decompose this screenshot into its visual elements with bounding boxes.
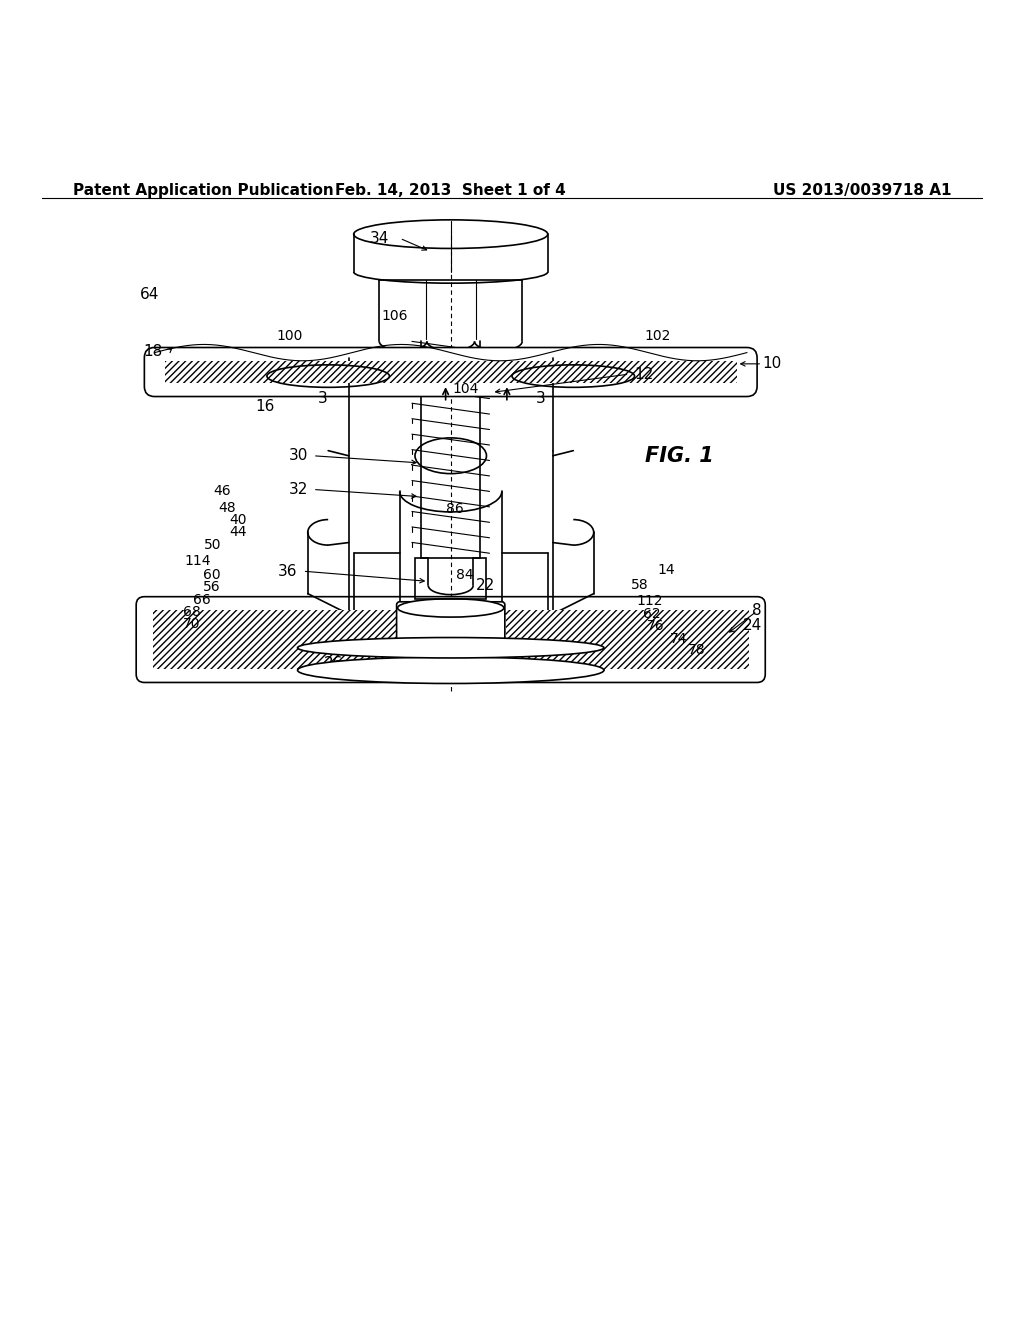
Text: 26: 26 xyxy=(325,656,343,671)
Text: 3: 3 xyxy=(536,391,546,407)
Text: 44: 44 xyxy=(229,525,247,540)
Text: 60: 60 xyxy=(204,568,221,582)
Text: 78: 78 xyxy=(688,643,706,657)
Bar xyxy=(415,558,486,599)
Ellipse shape xyxy=(298,638,604,657)
Text: 32: 32 xyxy=(289,482,308,496)
Text: 66: 66 xyxy=(193,593,211,607)
Text: 30: 30 xyxy=(289,449,308,463)
Text: 10: 10 xyxy=(762,356,781,371)
Text: 114: 114 xyxy=(184,554,211,568)
Text: 68: 68 xyxy=(182,605,201,619)
Text: 14: 14 xyxy=(657,564,675,577)
Text: FIG. 1: FIG. 1 xyxy=(645,446,714,466)
Ellipse shape xyxy=(298,657,604,684)
Text: 46: 46 xyxy=(214,484,231,499)
FancyBboxPatch shape xyxy=(506,610,749,669)
Text: 86: 86 xyxy=(445,502,464,516)
Text: 42: 42 xyxy=(499,660,518,675)
Text: 112: 112 xyxy=(637,594,664,607)
FancyBboxPatch shape xyxy=(165,360,736,383)
Text: 104: 104 xyxy=(453,383,479,396)
Text: 50: 50 xyxy=(204,537,221,552)
Text: 56: 56 xyxy=(204,581,221,594)
Text: 106: 106 xyxy=(381,309,408,323)
FancyBboxPatch shape xyxy=(396,602,505,672)
FancyBboxPatch shape xyxy=(153,610,395,669)
Text: 58: 58 xyxy=(631,578,648,593)
Text: 36: 36 xyxy=(279,564,298,578)
Text: 84: 84 xyxy=(456,568,473,582)
Text: 18: 18 xyxy=(143,345,163,359)
Text: 62: 62 xyxy=(643,607,660,620)
Text: 24: 24 xyxy=(742,618,762,632)
Text: 34: 34 xyxy=(370,231,389,246)
Text: 3: 3 xyxy=(318,391,328,407)
Text: 76: 76 xyxy=(647,619,665,634)
Text: 16: 16 xyxy=(256,399,275,414)
Text: 100: 100 xyxy=(276,329,303,343)
Text: US 2013/0039718 A1: US 2013/0039718 A1 xyxy=(773,183,951,198)
Text: 12: 12 xyxy=(635,367,653,381)
Text: Patent Application Publication: Patent Application Publication xyxy=(73,183,334,198)
Text: 40: 40 xyxy=(229,513,247,527)
Text: 48: 48 xyxy=(219,500,237,515)
Text: 74: 74 xyxy=(671,631,688,645)
FancyBboxPatch shape xyxy=(136,597,765,682)
Text: 22: 22 xyxy=(476,578,496,593)
Text: Feb. 14, 2013  Sheet 1 of 4: Feb. 14, 2013 Sheet 1 of 4 xyxy=(335,183,566,198)
Text: 8: 8 xyxy=(752,603,762,619)
Text: 70: 70 xyxy=(183,618,201,631)
Text: 102: 102 xyxy=(645,329,671,343)
Ellipse shape xyxy=(397,599,504,618)
FancyBboxPatch shape xyxy=(144,347,757,396)
Text: 64: 64 xyxy=(140,286,160,302)
